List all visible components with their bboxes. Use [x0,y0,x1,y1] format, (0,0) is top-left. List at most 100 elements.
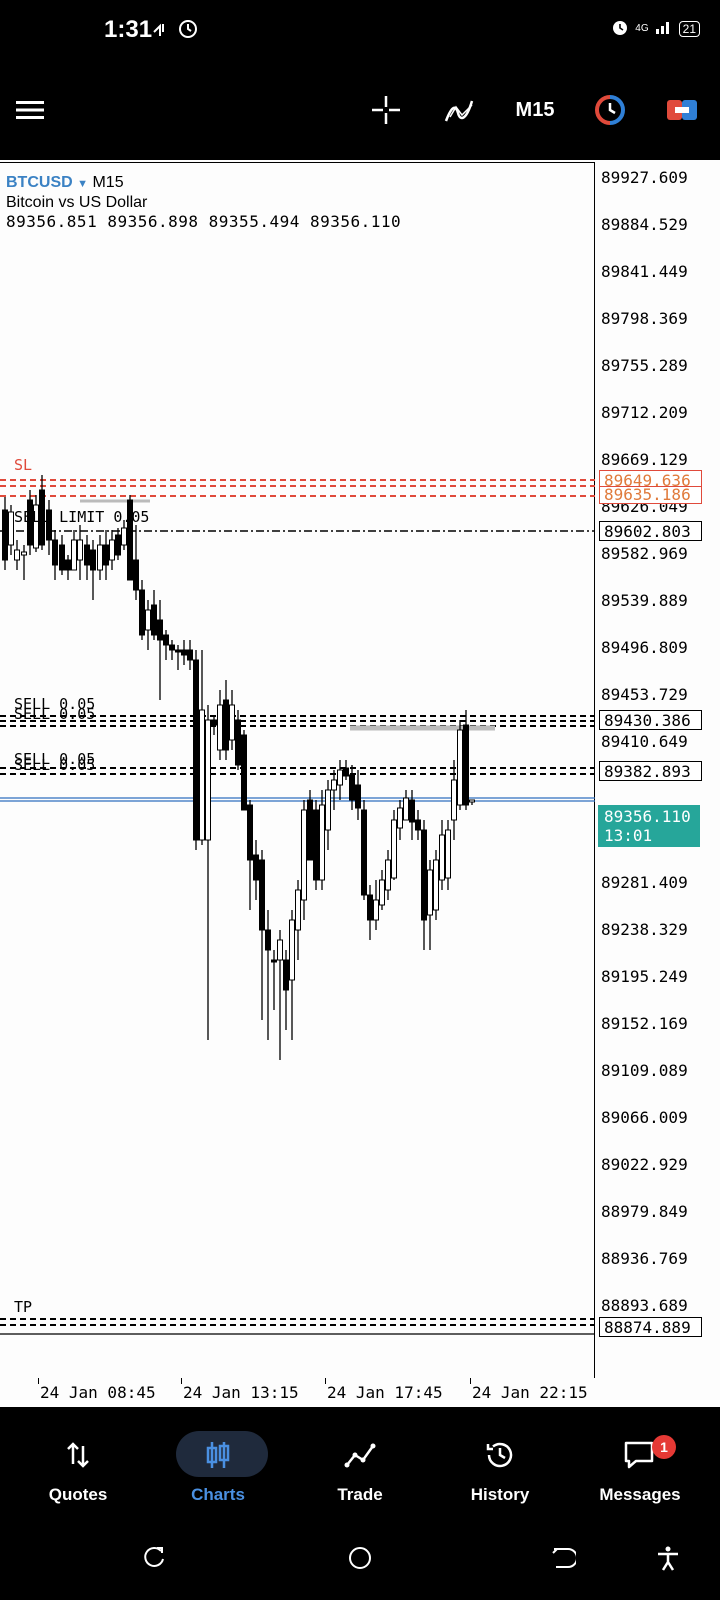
candle-bearish [361,809,367,896]
price-axis-label: 89410.649 [601,732,688,751]
candle-bullish [121,527,127,546]
candle-bullish [451,779,457,821]
time-axis-label: 24 Jan 22:15 [472,1383,588,1402]
candle-bullish [295,889,301,931]
nav-charts[interactable]: Charts [146,1407,290,1520]
price-axis-label: 89496.809 [601,638,688,657]
accessibility-button[interactable] [648,1538,688,1578]
sell-order-tag[interactable]: SELL 0.05 [14,750,96,768]
candle-bullish [391,819,397,879]
symbol-name[interactable]: BTCUSD [6,174,73,191]
candle-bearish [241,734,247,811]
crosshair-icon[interactable] [366,90,406,130]
candle-bullish [277,939,283,961]
chart-toolbar: M15 [0,60,720,160]
price-axis-label: 89152.169 [601,1014,688,1033]
nav-quotes[interactable]: Quotes [6,1407,150,1520]
nav-trade[interactable]: Trade [288,1407,432,1520]
nav-messages-label: Messages [599,1485,681,1504]
messages-badge: 1 [652,1435,676,1459]
candle-bearish [265,929,271,951]
signal-icon [655,19,673,38]
history-icon [428,1435,572,1475]
current-price: 89356.110 [604,807,691,826]
candle-bearish [259,859,265,931]
nav-history-label: History [470,1485,530,1504]
candle-bullish [301,809,307,901]
candle-bearish [343,767,349,777]
price-chart[interactable]: BTCUSD ▼ M15 Bitcoin vs US Dollar 89356.… [0,160,720,1407]
symbol-dropdown-icon[interactable]: ▼ [77,178,89,190]
candle-bearish [151,604,157,636]
candle-bullish [373,899,379,921]
price-axis-label: 89712.209 [601,403,688,422]
candle-bullish [469,799,475,803]
price-axis-label: 89669.129 [601,450,688,469]
current-price-box: 89356.110 13:01 [598,805,700,847]
candle-bearish [463,724,469,806]
back-button[interactable] [543,1538,583,1578]
price-axis-label: 89109.089 [601,1061,688,1080]
timeframe-selector[interactable]: M15 [515,98,555,121]
candle-bullish [331,779,337,791]
candle-bullish [457,729,463,806]
nav-messages[interactable]: 1 Messages [568,1407,712,1520]
candle-bullish [205,719,211,841]
candle-bearish [127,499,133,581]
candle-bearish [307,799,313,861]
status-bar: 1:31 4G 21 [0,0,720,60]
candle-bearish [115,534,121,556]
candle-bearish [65,559,71,571]
candle-bearish [90,549,96,571]
candle-bearish [163,634,169,646]
candle-bearish [235,719,241,766]
candle-bullish [217,704,223,751]
time-axis-tick [181,1378,182,1384]
price-axis-label: 89755.289 [601,356,688,375]
home-button[interactable] [340,1538,380,1578]
candle-bearish [59,544,65,571]
tp-price-label: 88874.889 [599,1317,702,1337]
candle-bullish [337,769,343,786]
candle-bearish [169,644,175,651]
sell-order-tag[interactable]: SELL 0.05 [14,695,96,713]
time-axis-tick [38,1378,39,1384]
one-click-trading-icon[interactable] [590,90,630,130]
candle-bearish [2,509,8,561]
nav-history[interactable]: History [428,1407,572,1520]
notification-icons [152,18,200,46]
candle-bearish [133,559,139,591]
chart-timeframe: M15 [92,174,124,191]
price-axis-label: 89238.329 [601,920,688,939]
candle-bullish [33,504,39,549]
candle-bullish [433,859,439,911]
candle-bearish [223,699,229,751]
sell-order-tag[interactable]: SELL 0.05 [14,705,96,723]
price-axis-label: 88893.689 [601,1296,688,1315]
symbol-header[interactable]: BTCUSD ▼ M15 [6,174,124,192]
candle-bullish [145,609,151,631]
charts-icon [146,1435,290,1475]
bar-countdown: 13:01 [604,826,653,845]
recent-apps-button[interactable] [134,1538,174,1578]
sell-order-tag[interactable]: SELL 0.05 [14,756,96,774]
sl-tag[interactable]: SL [14,456,33,474]
candle-bullish [319,804,325,881]
sl-price-label: 89649.636 [599,470,702,490]
indicators-icon[interactable] [440,90,480,130]
tp-tag[interactable]: TP [14,1298,33,1316]
candle-bullish [77,539,83,561]
candle-bullish [325,789,331,831]
candle-bearish [157,619,163,641]
menu-icon[interactable] [12,90,48,130]
new-order-icon[interactable] [662,90,702,130]
price-axis-label: 88979.849 [601,1202,688,1221]
sell-limit-tag[interactable]: SELL LIMIT 0.05 [14,508,150,526]
candle-bearish [253,854,259,881]
price-axis-label: 89927.609 [601,168,688,187]
signal-type: 4G [635,23,649,34]
price-axis-label: 89195.249 [601,967,688,986]
status-indicators: 4G 21 [611,18,700,39]
candle-bullish [71,539,77,571]
candle-bullish [229,704,235,741]
